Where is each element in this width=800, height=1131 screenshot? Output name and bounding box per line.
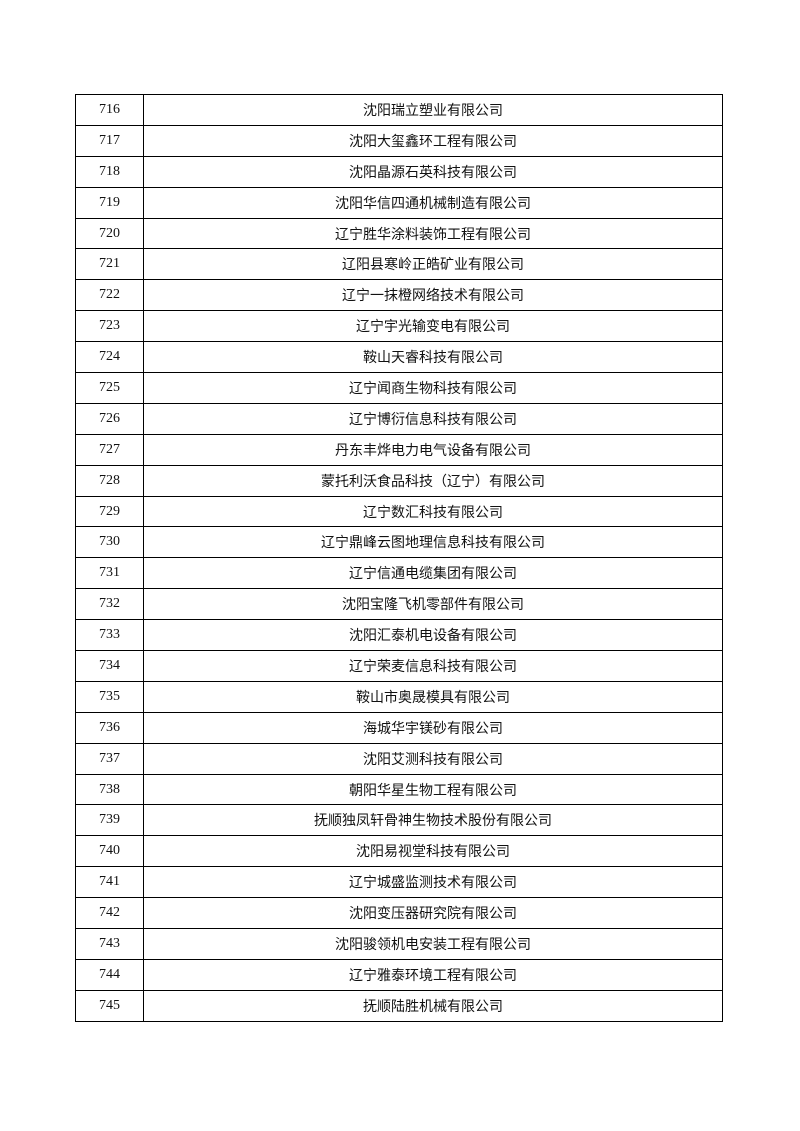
row-number: 745 bbox=[75, 989, 144, 1022]
company-name: 辽宁雅泰环境工程有限公司 bbox=[143, 958, 723, 991]
company-name: 沈阳变压器研究院有限公司 bbox=[143, 897, 723, 930]
table-row: 734 辽宁荣麦信息科技有限公司 bbox=[75, 650, 723, 682]
table-row: 733 沈阳汇泰机电设备有限公司 bbox=[75, 619, 723, 652]
row-number: 727 bbox=[75, 433, 144, 466]
row-number: 717 bbox=[75, 124, 144, 157]
row-number: 718 bbox=[75, 155, 144, 188]
company-name: 辽宁鼎峰云图地理信息科技有限公司 bbox=[143, 526, 723, 559]
row-number: 742 bbox=[75, 897, 144, 930]
row-number: 731 bbox=[75, 557, 144, 590]
company-name: 辽宁信通电缆集团有限公司 bbox=[143, 557, 723, 590]
row-number: 740 bbox=[75, 835, 144, 868]
row-number: 724 bbox=[75, 341, 144, 374]
company-name: 沈阳骏领机电安装工程有限公司 bbox=[143, 928, 723, 960]
row-number: 728 bbox=[75, 464, 144, 497]
company-name: 沈阳汇泰机电设备有限公司 bbox=[143, 619, 723, 652]
row-number: 741 bbox=[75, 866, 144, 899]
company-name: 辽宁宇光输变电有限公司 bbox=[143, 310, 723, 343]
table-row: 742 沈阳变压器研究院有限公司 bbox=[75, 897, 723, 930]
row-number: 734 bbox=[75, 650, 144, 682]
row-number: 739 bbox=[75, 804, 144, 837]
table-row: 738 朝阳华星生物工程有限公司 bbox=[75, 773, 723, 806]
table-row: 739 抚顺独凤轩骨神生物技术股份有限公司 bbox=[75, 804, 723, 837]
table-row: 720 辽宁胜华涂料装饰工程有限公司 bbox=[75, 217, 723, 250]
table-row: 744 辽宁雅泰环境工程有限公司 bbox=[75, 958, 723, 991]
row-number: 744 bbox=[75, 958, 144, 991]
row-number: 725 bbox=[75, 372, 144, 404]
table-row: 740 沈阳易视堂科技有限公司 bbox=[75, 835, 723, 868]
table-row: 724 鞍山天睿科技有限公司 bbox=[75, 341, 723, 374]
row-number: 716 bbox=[75, 94, 144, 126]
table-row: 736 海城华宇镁砂有限公司 bbox=[75, 711, 723, 744]
company-name: 沈阳华信四通机械制造有限公司 bbox=[143, 186, 723, 219]
row-number: 735 bbox=[75, 680, 144, 713]
row-number: 723 bbox=[75, 310, 144, 343]
company-name: 沈阳宝隆飞机零部件有限公司 bbox=[143, 588, 723, 621]
row-number: 733 bbox=[75, 619, 144, 652]
company-table: 716 沈阳瑞立塑业有限公司 717 沈阳大玺鑫环工程有限公司 718 沈阳晶源石英科技有… bbox=[75, 94, 723, 1022]
table-row: 728 蒙托利沃食品科技（辽宁）有限公司 bbox=[75, 464, 723, 497]
company-name: 海城华宇镁砂有限公司 bbox=[143, 711, 723, 744]
row-number: 738 bbox=[75, 773, 144, 806]
company-name: 丹东丰烨电力电气设备有限公司 bbox=[143, 433, 723, 466]
table-row: 732 沈阳宝隆飞机零部件有限公司 bbox=[75, 588, 723, 621]
table-row: 735 鞍山市奥晟模具有限公司 bbox=[75, 680, 723, 713]
row-number: 722 bbox=[75, 279, 144, 312]
table-row: 721 辽阳县寒岭正皓矿业有限公司 bbox=[75, 248, 723, 281]
company-name: 辽宁闻商生物科技有限公司 bbox=[143, 372, 723, 404]
row-number: 721 bbox=[75, 248, 144, 281]
company-name: 辽宁博衍信息科技有限公司 bbox=[143, 402, 723, 435]
company-name: 辽宁城盛监测技术有限公司 bbox=[143, 866, 723, 899]
company-name: 沈阳大玺鑫环工程有限公司 bbox=[143, 124, 723, 157]
row-number: 737 bbox=[75, 742, 144, 775]
table-row: 727 丹东丰烨电力电气设备有限公司 bbox=[75, 433, 723, 466]
company-name: 辽宁胜华涂料装饰工程有限公司 bbox=[143, 217, 723, 250]
row-number: 732 bbox=[75, 588, 144, 621]
company-name: 朝阳华星生物工程有限公司 bbox=[143, 773, 723, 806]
company-name: 抚顺陆胜机械有限公司 bbox=[143, 989, 723, 1022]
table-row: 741 辽宁城盛监测技术有限公司 bbox=[75, 866, 723, 899]
row-number: 743 bbox=[75, 928, 144, 960]
company-name: 沈阳晶源石英科技有限公司 bbox=[143, 155, 723, 188]
company-name: 蒙托利沃食品科技（辽宁）有限公司 bbox=[143, 464, 723, 497]
table-row: 722 辽宁一抹橙网络技术有限公司 bbox=[75, 279, 723, 312]
company-name: 鞍山天睿科技有限公司 bbox=[143, 341, 723, 374]
row-number: 729 bbox=[75, 495, 144, 528]
table-row: 730 辽宁鼎峰云图地理信息科技有限公司 bbox=[75, 526, 723, 559]
table-row: 719 沈阳华信四通机械制造有限公司 bbox=[75, 186, 723, 219]
company-name: 沈阳易视堂科技有限公司 bbox=[143, 835, 723, 868]
table-row: 726 辽宁博衍信息科技有限公司 bbox=[75, 402, 723, 435]
row-number: 720 bbox=[75, 217, 144, 250]
table-row: 723 辽宁宇光输变电有限公司 bbox=[75, 310, 723, 343]
company-name: 抚顺独凤轩骨神生物技术股份有限公司 bbox=[143, 804, 723, 837]
table-row: 725 辽宁闻商生物科技有限公司 bbox=[75, 372, 723, 404]
company-name: 沈阳瑞立塑业有限公司 bbox=[143, 94, 723, 126]
table-row: 743 沈阳骏领机电安装工程有限公司 bbox=[75, 928, 723, 960]
company-name: 辽宁一抹橙网络技术有限公司 bbox=[143, 279, 723, 312]
table-row: 729 辽宁数汇科技有限公司 bbox=[75, 495, 723, 528]
row-number: 736 bbox=[75, 711, 144, 744]
company-name: 辽阳县寒岭正皓矿业有限公司 bbox=[143, 248, 723, 281]
company-name: 鞍山市奥晟模具有限公司 bbox=[143, 680, 723, 713]
table-row: 717 沈阳大玺鑫环工程有限公司 bbox=[75, 124, 723, 157]
table-row: 718 沈阳晶源石英科技有限公司 bbox=[75, 155, 723, 188]
row-number: 730 bbox=[75, 526, 144, 559]
row-number: 726 bbox=[75, 402, 144, 435]
company-name: 沈阳艾测科技有限公司 bbox=[143, 742, 723, 775]
company-name: 辽宁数汇科技有限公司 bbox=[143, 495, 723, 528]
row-number: 719 bbox=[75, 186, 144, 219]
table-row: 731 辽宁信通电缆集团有限公司 bbox=[75, 557, 723, 590]
table-row: 745 抚顺陆胜机械有限公司 bbox=[75, 989, 723, 1022]
company-name: 辽宁荣麦信息科技有限公司 bbox=[143, 650, 723, 682]
table-row: 737 沈阳艾测科技有限公司 bbox=[75, 742, 723, 775]
table-row: 716 沈阳瑞立塑业有限公司 bbox=[75, 94, 723, 126]
